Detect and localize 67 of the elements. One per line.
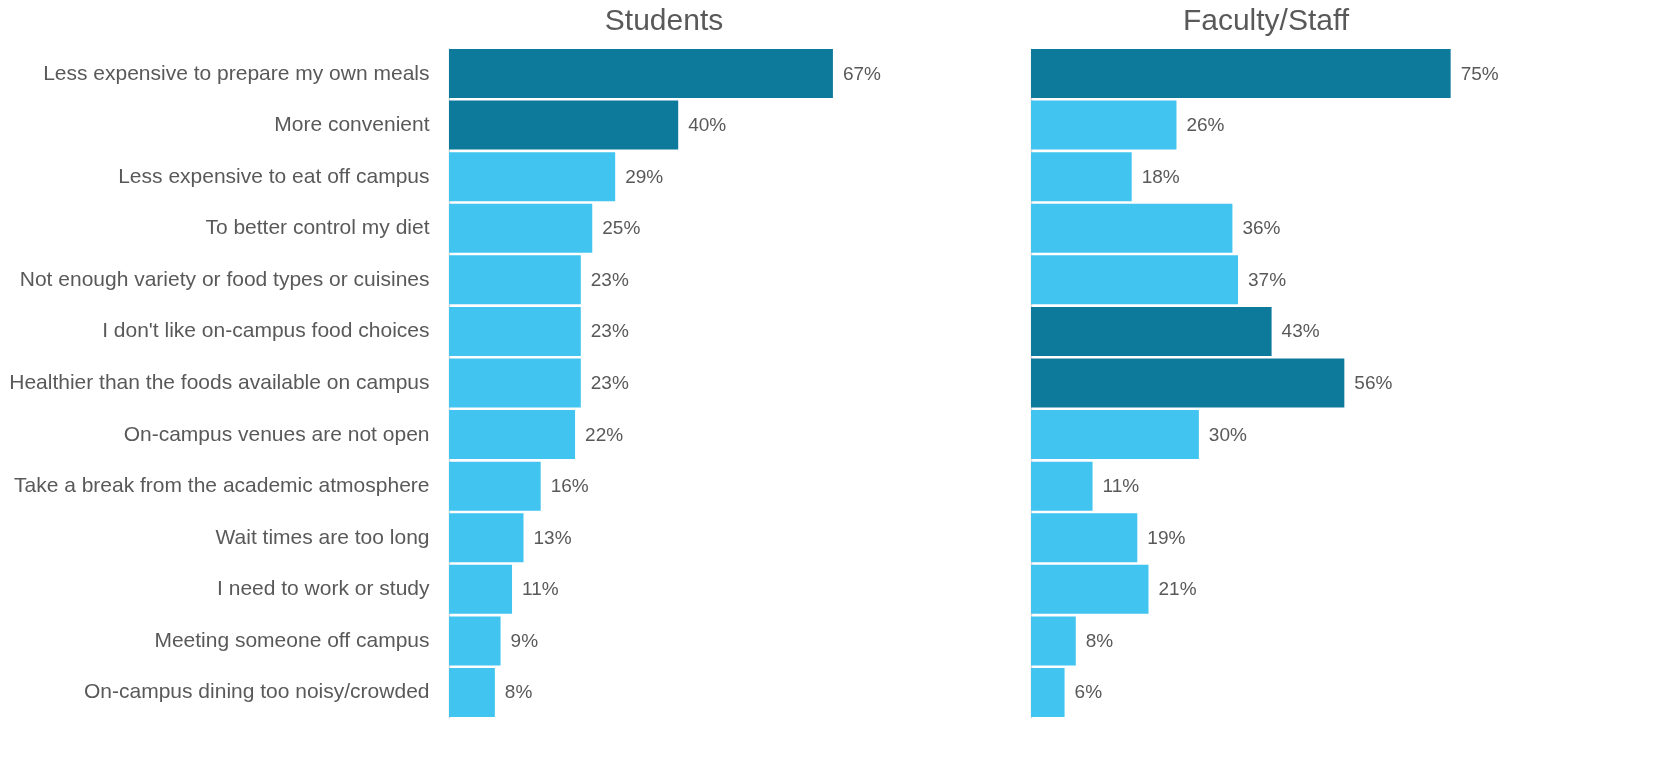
y-tick-label: Take a break from the academic atmosphere [13, 473, 430, 497]
data-label: 67% [842, 62, 882, 84]
bar [449, 461, 541, 511]
bar [1031, 152, 1132, 202]
data-label: 23% [590, 372, 629, 393]
chart-title: Students [604, 3, 724, 36]
data-label: 16% [550, 475, 589, 497]
y-tick-label: On-campus venues are not open [123, 421, 430, 445]
data-label: 13% [533, 526, 572, 548]
bar [449, 616, 501, 666]
bar [449, 49, 833, 99]
bar [449, 410, 576, 460]
y-tick-label: More convenient [274, 112, 430, 136]
y-tick-label: Less expensive to prepare my own meals [43, 60, 430, 84]
data-label: 8% [1085, 629, 1114, 651]
bar [449, 100, 679, 150]
chart-title: Faculty/Staff [1182, 3, 1350, 36]
y-tick-label: Less expensive to eat off campus [118, 163, 430, 187]
bar [1031, 461, 1093, 511]
bar [1031, 306, 1272, 356]
y-tick-label: I don't like on-campus food choices [102, 318, 430, 342]
data-label: 36% [1242, 217, 1281, 239]
y-tick-label: To better control my diet [205, 215, 430, 239]
bar [1031, 513, 1138, 563]
data-label: 18% [1141, 165, 1180, 187]
y-tick-label: Meeting someone off campus [154, 627, 430, 651]
bar [449, 513, 524, 563]
bar [449, 203, 593, 253]
y-tick-label: I need to work or study [217, 576, 430, 600]
data-label: 25% [602, 217, 641, 239]
y-tick-label: Wait times are too long [215, 524, 430, 548]
bar [1031, 203, 1233, 253]
data-label: 21% [1158, 578, 1197, 600]
y-tick-label: Healthier than the foods available on campus [9, 370, 430, 393]
bar [449, 564, 513, 614]
bar [1031, 255, 1239, 305]
data-label: 9% [510, 629, 539, 651]
bar [1031, 100, 1177, 150]
bar [449, 358, 581, 408]
data-label: 19% [1147, 526, 1186, 548]
y-tick-label: Not enough variety or food types or cuisines [19, 266, 430, 290]
data-label: 56% [1354, 372, 1393, 393]
data-label: 26% [1186, 114, 1225, 136]
bar [449, 667, 495, 717]
bar [1031, 49, 1451, 99]
data-label: 40% [688, 114, 727, 136]
data-label: 6% [1074, 681, 1103, 703]
bar [1031, 667, 1065, 717]
bar [449, 152, 616, 202]
data-label: 37% [1248, 268, 1287, 290]
bar [1031, 616, 1076, 666]
data-label: 11% [1102, 475, 1140, 497]
data-label: 29% [625, 165, 664, 187]
data-label: 23% [590, 320, 629, 342]
bar [1031, 564, 1149, 614]
data-label: 75% [1460, 62, 1499, 84]
bar [449, 255, 581, 305]
y-tick-label: On-campus dining too noisy/crowded [83, 679, 430, 703]
data-label: 43% [1281, 320, 1320, 342]
bar [449, 306, 581, 356]
bar [1031, 358, 1345, 408]
data-label: 22% [585, 423, 624, 445]
data-label: 23% [590, 268, 629, 290]
data-label: 11% [522, 578, 559, 600]
data-label: 30% [1208, 423, 1247, 445]
data-label: 8% [504, 681, 533, 703]
bar [1031, 410, 1199, 460]
